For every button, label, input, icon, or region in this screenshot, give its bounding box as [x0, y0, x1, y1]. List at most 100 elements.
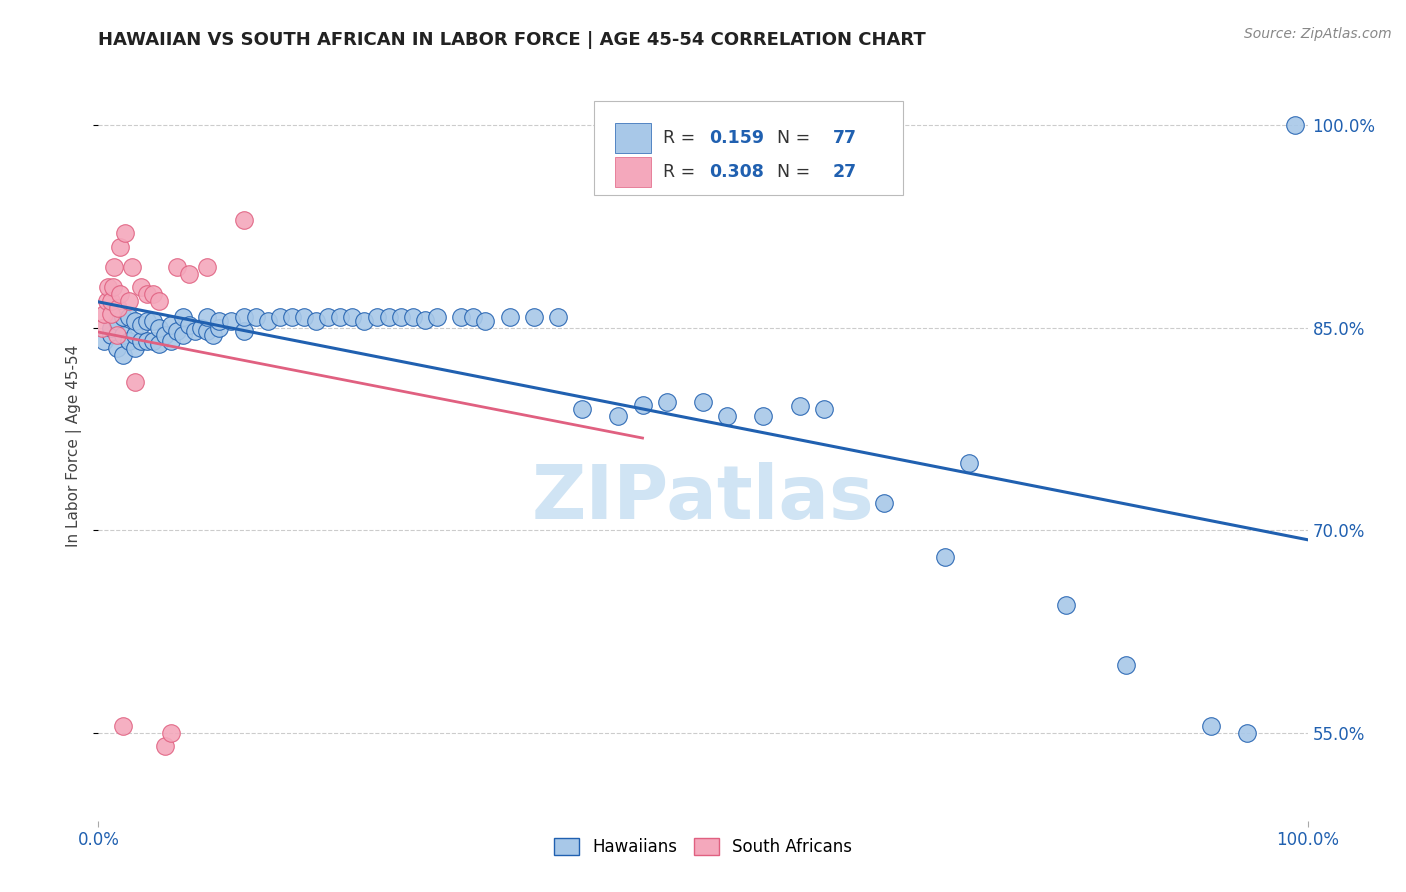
Point: [153, 327, 176, 342]
Point: [523, 310, 546, 324]
Point: [160, 318, 183, 333]
Point: [97, 280, 120, 294]
Point: [129, 334, 152, 349]
Point: [121, 260, 143, 274]
Point: [1236, 726, 1258, 740]
Y-axis label: In Labor Force | Age 45-54: In Labor Force | Age 45-54: [66, 345, 82, 547]
Point: [118, 310, 141, 324]
Point: [107, 301, 129, 315]
Point: [100, 293, 122, 308]
Point: [148, 293, 170, 308]
Point: [353, 314, 375, 328]
Point: [114, 227, 136, 241]
Point: [498, 310, 520, 324]
Text: N =: N =: [766, 163, 815, 181]
Point: [179, 318, 201, 333]
Point: [281, 310, 304, 324]
Point: [413, 312, 436, 326]
Point: [142, 314, 165, 328]
Text: 77: 77: [832, 128, 856, 147]
Point: [450, 310, 472, 324]
Point: [124, 341, 146, 355]
Point: [1115, 658, 1137, 673]
Point: [256, 314, 278, 328]
FancyBboxPatch shape: [614, 123, 651, 153]
Point: [402, 310, 425, 324]
Point: [166, 324, 188, 338]
Text: R =: R =: [664, 128, 700, 147]
Text: 27: 27: [832, 163, 856, 181]
Point: [100, 327, 122, 342]
Point: [305, 314, 328, 328]
Point: [160, 726, 183, 740]
Point: [100, 321, 122, 335]
Point: [190, 321, 212, 335]
Point: [105, 341, 128, 355]
Point: [135, 334, 157, 349]
Point: [195, 324, 218, 338]
Point: [316, 310, 339, 324]
Point: [366, 310, 388, 324]
Point: [232, 324, 254, 338]
Point: [389, 310, 412, 324]
Point: [96, 293, 118, 308]
Point: [631, 398, 654, 412]
Point: [184, 324, 207, 338]
Text: Source: ZipAtlas.com: Source: ZipAtlas.com: [1244, 27, 1392, 41]
Point: [172, 327, 194, 342]
Point: [716, 409, 738, 423]
Point: [160, 334, 183, 349]
Point: [208, 321, 231, 335]
Point: [91, 321, 114, 335]
Point: [118, 293, 141, 308]
Point: [474, 314, 496, 328]
Point: [342, 310, 364, 324]
Point: [108, 287, 131, 301]
Point: [292, 310, 315, 324]
Point: [100, 307, 122, 321]
Point: [172, 310, 194, 324]
Point: [148, 321, 170, 335]
Text: HAWAIIAN VS SOUTH AFRICAN IN LABOR FORCE | AGE 45-54 CORRELATION CHART: HAWAIIAN VS SOUTH AFRICAN IN LABOR FORCE…: [98, 31, 927, 49]
Point: [179, 267, 201, 281]
FancyBboxPatch shape: [595, 102, 903, 195]
Point: [463, 310, 485, 324]
Point: [108, 240, 131, 254]
Point: [547, 310, 569, 324]
Legend: Hawaiians, South Africans: Hawaiians, South Africans: [546, 830, 860, 864]
Point: [195, 260, 218, 274]
Point: [789, 399, 811, 413]
Point: [221, 314, 243, 328]
Point: [202, 327, 225, 342]
Point: [571, 401, 593, 416]
Point: [166, 260, 188, 274]
Point: [752, 409, 775, 423]
Point: [148, 337, 170, 351]
Point: [655, 395, 678, 409]
Point: [124, 327, 146, 342]
Point: [208, 314, 231, 328]
Point: [135, 314, 157, 328]
Point: [873, 496, 896, 510]
Point: [329, 310, 352, 324]
Text: N =: N =: [766, 128, 815, 147]
FancyBboxPatch shape: [614, 157, 651, 187]
Point: [103, 260, 125, 274]
Point: [142, 334, 165, 349]
Point: [142, 287, 165, 301]
Point: [232, 212, 254, 227]
Point: [1284, 119, 1306, 133]
Point: [607, 409, 630, 423]
Point: [426, 310, 449, 324]
Point: [124, 314, 146, 328]
Text: 0.308: 0.308: [709, 163, 763, 181]
Point: [232, 310, 254, 324]
Point: [129, 280, 152, 294]
Text: ZIPatlas: ZIPatlas: [531, 462, 875, 535]
Point: [153, 739, 176, 754]
Point: [957, 456, 980, 470]
Point: [245, 310, 267, 324]
Point: [111, 348, 134, 362]
Point: [111, 719, 134, 733]
Point: [93, 334, 115, 349]
